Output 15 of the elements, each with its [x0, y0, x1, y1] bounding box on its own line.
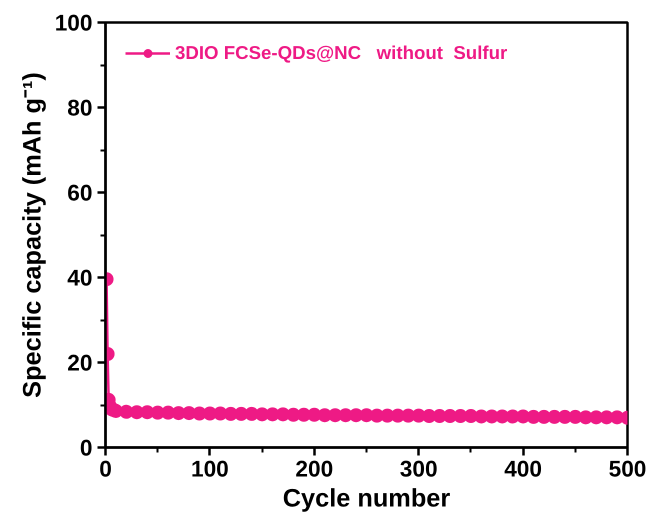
x-tick-label: 0: [99, 456, 112, 482]
y-tick-label: 60: [67, 180, 92, 206]
x-tick-label: 400: [504, 456, 542, 482]
x-tick-label: 100: [191, 456, 229, 482]
y-tick-label: 0: [80, 434, 93, 460]
y-tick-label: 100: [54, 10, 93, 36]
x-tick-label: 200: [295, 456, 334, 482]
x-tick-label: 500: [608, 456, 646, 482]
y-tick-label: 40: [67, 264, 92, 290]
x-axis-title: Cycle number: [282, 484, 450, 512]
x-tick-label: 300: [400, 456, 438, 482]
y-tick-label: 80: [67, 94, 92, 120]
y-tick-label: 20: [67, 350, 92, 376]
legend-label: 3DIO FCSe-QDs@NC without Sulfur: [175, 42, 508, 64]
y-axis-title: Specific capacity (mAh g⁻¹): [18, 72, 47, 398]
